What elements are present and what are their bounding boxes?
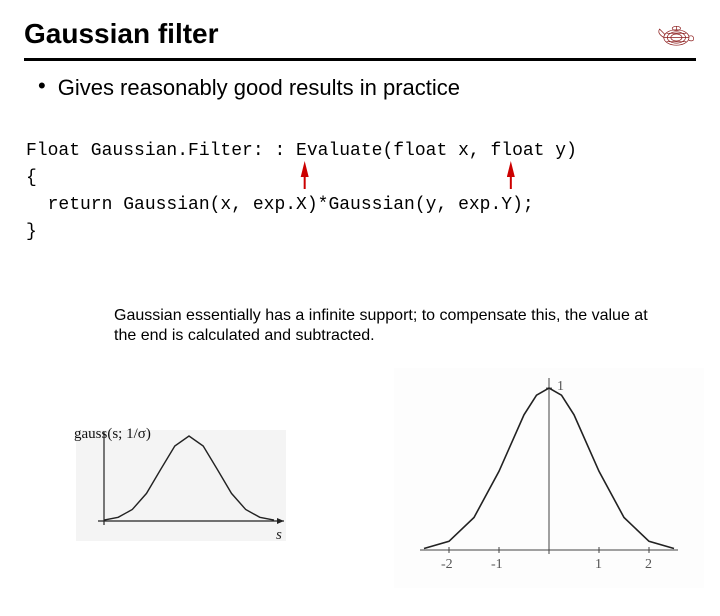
code-block: Float Gaussian.Filter: : Evaluate(float … — [26, 111, 696, 300]
annotation-note: Gaussian essentially has a infinite supp… — [114, 306, 674, 346]
code-line-2: { — [26, 168, 37, 188]
svg-text:gauss(s; 1/σ): gauss(s; 1/σ) — [74, 426, 151, 442]
figures-region: gauss(s; 1/σ) s -2 -1 1 2 1 — [24, 368, 696, 598]
gaussian-small-plot: gauss(s; 1/σ) s — [64, 418, 294, 558]
slide-title: Gaussian filter — [24, 18, 219, 50]
svg-text:-2: -2 — [441, 557, 453, 572]
teapot-icon — [654, 19, 696, 49]
bullet-text: Gives reasonably good results in practic… — [58, 75, 460, 101]
code-line-4: } — [26, 222, 37, 242]
code-line-1: Float Gaussian.Filter: : Evaluate(float … — [26, 141, 577, 161]
svg-text:-1: -1 — [491, 557, 503, 572]
title-rule — [24, 58, 696, 61]
svg-text:2: 2 — [645, 557, 652, 572]
svg-text:1: 1 — [557, 379, 564, 394]
code-line-3: return Gaussian(x, exp.X)*Gaussian(y, ex… — [26, 195, 534, 215]
svg-text:s: s — [276, 527, 282, 543]
svg-text:1: 1 — [595, 557, 602, 572]
bullet-item: • Gives reasonably good results in pract… — [38, 75, 696, 101]
header: Gaussian filter — [24, 18, 696, 50]
gaussian-large-plot: -2 -1 1 2 1 — [394, 368, 704, 588]
bullet-dot: • — [38, 73, 46, 99]
